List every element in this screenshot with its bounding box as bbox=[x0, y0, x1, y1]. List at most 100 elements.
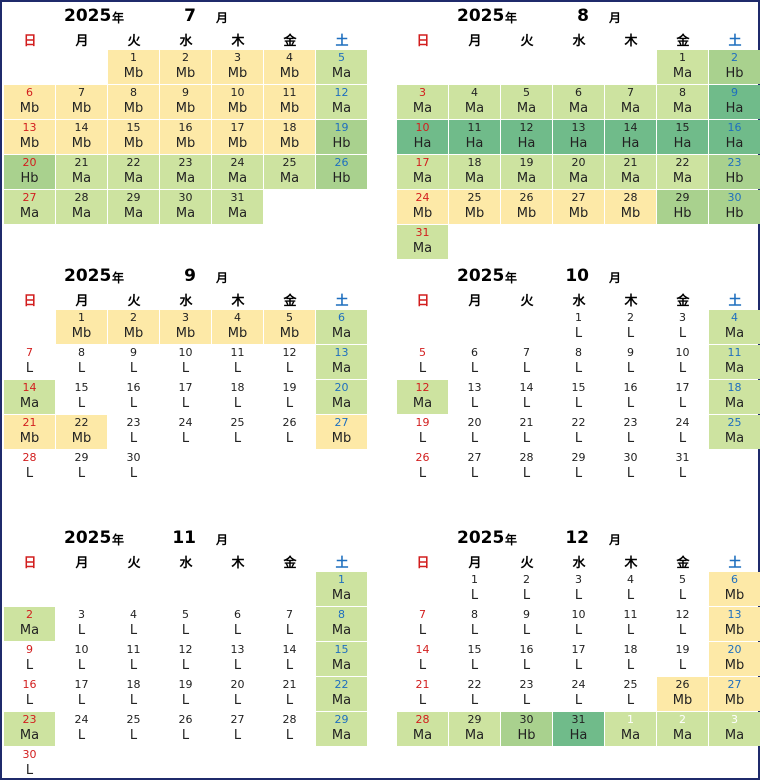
day-cell: 21 L bbox=[397, 677, 448, 711]
weekday-header: 金 bbox=[676, 34, 690, 49]
day-code: L bbox=[233, 396, 242, 411]
day-cell: 14 Ma bbox=[4, 380, 55, 414]
day-number: 19 bbox=[334, 121, 349, 134]
day-number: 30 bbox=[178, 191, 193, 204]
day-number: 17 bbox=[74, 678, 89, 691]
day-number: 8 bbox=[130, 86, 137, 99]
day-code: Ma bbox=[123, 171, 144, 186]
weekday-header: 水 bbox=[572, 34, 586, 49]
day-number: 10 bbox=[74, 643, 89, 656]
day-cell: 11 Ma bbox=[709, 345, 760, 379]
day-number: 12 bbox=[415, 381, 430, 394]
day-code: L bbox=[522, 658, 531, 673]
day-number: 4 bbox=[234, 311, 241, 324]
month-unit: 月 bbox=[216, 533, 229, 547]
day-cell: 22 Mb bbox=[56, 415, 107, 449]
day-cell: 19 Hb bbox=[316, 120, 367, 154]
year-unit: 年 bbox=[112, 271, 125, 285]
day-cell: 12 Ma bbox=[316, 85, 367, 119]
day-code: Ma bbox=[331, 396, 352, 411]
day-code: L bbox=[678, 431, 687, 446]
day-code: Ma bbox=[464, 728, 485, 743]
day-number: 31 bbox=[415, 226, 430, 239]
day-cell: 24 L bbox=[160, 415, 211, 449]
day-code: L bbox=[129, 623, 138, 638]
day-number: 15 bbox=[467, 643, 482, 656]
weekday-header: 木 bbox=[624, 34, 638, 49]
day-cell: 22 L bbox=[553, 415, 604, 449]
day-code: L bbox=[522, 623, 531, 638]
day-cell: 1 Mb bbox=[108, 50, 159, 84]
day-number: 20 bbox=[571, 156, 586, 169]
day-code: Mb bbox=[516, 206, 537, 221]
day-number: 4 bbox=[286, 51, 293, 64]
day-cell: 2 Ma bbox=[657, 712, 708, 746]
day-cell: 10 L bbox=[553, 607, 604, 641]
day-number: 10 bbox=[571, 608, 586, 621]
month-label: 11 bbox=[172, 528, 196, 548]
day-number: 2 bbox=[182, 51, 189, 64]
day-code: Mb bbox=[279, 136, 300, 151]
day-number: 27 bbox=[571, 191, 586, 204]
day-cell: 20 L bbox=[449, 415, 500, 449]
day-code: Mb bbox=[279, 326, 300, 341]
day-cell: 17 L bbox=[160, 380, 211, 414]
day-cell: 24 L bbox=[553, 677, 604, 711]
month-unit: 月 bbox=[609, 533, 622, 547]
day-number: 8 bbox=[679, 86, 686, 99]
day-code: L bbox=[522, 361, 531, 376]
day-code: L bbox=[285, 431, 294, 446]
day-number: 15 bbox=[74, 381, 89, 394]
day-code: Ma bbox=[123, 206, 144, 221]
day-code: L bbox=[626, 693, 635, 708]
day-code: L bbox=[470, 466, 479, 481]
day-number: 14 bbox=[519, 381, 534, 394]
day-cell: 17 L bbox=[56, 677, 107, 711]
day-number: 27 bbox=[727, 678, 742, 691]
day-cell: 12 L bbox=[657, 607, 708, 641]
weekday-header: 火 bbox=[127, 294, 141, 309]
day-number: 12 bbox=[675, 608, 690, 621]
day-number: 25 bbox=[282, 156, 297, 169]
day-code: L bbox=[626, 588, 635, 603]
day-code: L bbox=[285, 623, 294, 638]
day-number: 30 bbox=[22, 748, 37, 761]
day-code: Hb bbox=[725, 66, 744, 81]
day-cell: 17 L bbox=[657, 380, 708, 414]
weekday-header: 月 bbox=[75, 34, 89, 49]
day-cell: 24 L bbox=[657, 415, 708, 449]
day-number: 16 bbox=[623, 381, 638, 394]
day-number: 29 bbox=[74, 451, 89, 464]
weekday-header: 金 bbox=[676, 294, 690, 309]
day-cell: 23 Ma bbox=[4, 712, 55, 746]
day-code: Ma bbox=[331, 326, 352, 341]
day-code: L bbox=[181, 431, 190, 446]
weekday-header: 月 bbox=[468, 294, 482, 309]
day-code: Ma bbox=[412, 728, 433, 743]
day-code: Ma bbox=[464, 101, 485, 116]
day-number: 8 bbox=[338, 608, 345, 621]
day-cell: 6 Mb bbox=[709, 572, 760, 606]
month-unit: 月 bbox=[609, 271, 622, 285]
day-cell: 31 L bbox=[657, 450, 708, 484]
day-code: L bbox=[626, 431, 635, 446]
day-code: L bbox=[522, 466, 531, 481]
year-label: 2025 bbox=[64, 6, 112, 26]
weekday-header: 火 bbox=[520, 556, 534, 571]
day-cell: 7 Ma bbox=[605, 85, 656, 119]
day-cell: 10 Mb bbox=[212, 85, 263, 119]
day-cell: 16 L bbox=[4, 677, 55, 711]
day-code: L bbox=[129, 466, 138, 481]
weekday-header: 金 bbox=[283, 34, 297, 49]
day-code: L bbox=[181, 623, 190, 638]
day-number: 20 bbox=[22, 156, 37, 169]
day-code: L bbox=[233, 361, 242, 376]
weekday-header: 月 bbox=[75, 556, 89, 571]
day-code: Mb bbox=[724, 588, 745, 603]
day-number: 6 bbox=[26, 86, 33, 99]
